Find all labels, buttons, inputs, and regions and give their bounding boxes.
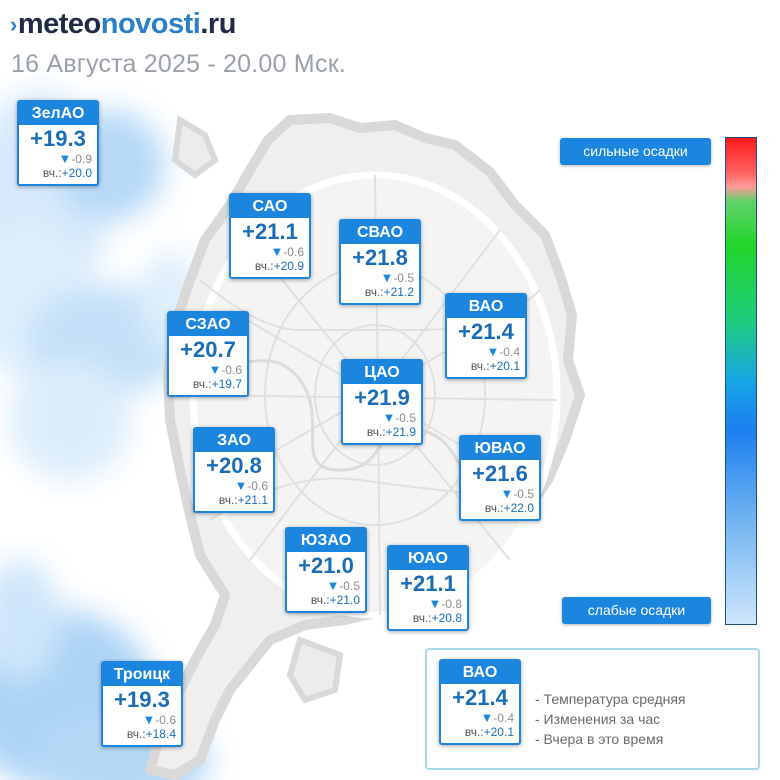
district-name: ЮЗАО: [287, 529, 365, 552]
district-temperature: +21.9: [354, 385, 410, 410]
district-name: ВАО: [447, 295, 525, 318]
triangle-down-icon: ▼: [500, 486, 514, 501]
logo-text-accent: novosti: [100, 7, 201, 40]
district-card-vao[interactable]: ВАО +21.4 ▼-0.4 вч.:+20.1: [445, 293, 527, 379]
triangle-down-icon: ▼: [480, 710, 494, 725]
site-logo[interactable]: › meteo novosti .ru: [10, 6, 236, 42]
district-card-yuzao[interactable]: ЮЗАО +21.0 ▼-0.5 вч.:+21.0: [285, 527, 367, 613]
district-name: СЗАО: [169, 313, 247, 336]
triangle-down-icon: ▼: [142, 712, 156, 727]
district-card-svao[interactable]: СВАО +21.8 ▼-0.5 вч.:+21.2: [339, 219, 421, 305]
district-temperature: +20.7: [180, 337, 236, 362]
district-yesterday: вч.:+22.0: [484, 501, 534, 515]
precip-scale-bottom-label: слабые осадки: [562, 597, 711, 624]
district-hourly-change: ▼-0.9: [58, 151, 92, 167]
triangle-down-icon: ▼: [208, 362, 222, 377]
triangle-down-icon: ▼: [382, 410, 396, 425]
precip-scale-top-label: сильные осадки: [560, 138, 711, 165]
district-card-sao[interactable]: САО +21.1 ▼-0.6 вч.:+20.9: [229, 193, 311, 279]
triangle-down-icon: ▼: [270, 244, 284, 259]
district-temperature: +21.8: [352, 245, 408, 270]
logo-text-prefix: meteo: [17, 7, 101, 40]
district-yesterday: вч.:+19.7: [192, 377, 242, 391]
district-hourly-change: ▼-0.4: [480, 710, 514, 726]
district-temperature: +21.1: [242, 219, 298, 244]
district-name: ЮАО: [389, 547, 467, 570]
district-yesterday: вч.:+20.1: [470, 359, 520, 373]
district-hourly-change: ▼-0.6: [142, 712, 176, 728]
precipitation-scale-bar: [725, 137, 757, 625]
district-yesterday: вч.:+20.8: [412, 611, 462, 625]
river: [194, 348, 521, 512]
district-name: ЗелАО: [19, 102, 97, 125]
legend-line-hourly-change: - Изменения за час: [535, 711, 661, 727]
district-card-zao[interactable]: ЗАО +20.8 ▼-0.6 вч.:+21.1: [193, 427, 275, 513]
district-temperature: +19.3: [30, 126, 86, 151]
legend-explanations: - Температура средняя - Изменения за час…: [535, 689, 686, 749]
district-name: Троицк: [103, 663, 181, 686]
district-temperature: +21.6: [472, 461, 528, 486]
district-card-yuvao[interactable]: ЮВАО +21.6 ▼-0.5 вч.:+22.0: [459, 435, 541, 521]
district-hourly-change: ▼-0.5: [382, 410, 416, 426]
district-temperature: +21.4: [458, 319, 514, 344]
triangle-down-icon: ▼: [234, 478, 248, 493]
district-yesterday: вч.:+20.0: [42, 166, 92, 180]
triangle-down-icon: ▼: [428, 596, 442, 611]
district-name: САО: [231, 195, 309, 218]
district-hourly-change: ▼-0.6: [234, 478, 268, 494]
district-hourly-change: ▼-0.5: [326, 578, 360, 594]
district-yesterday: вч.:+21.2: [364, 285, 414, 299]
legend-line-temperature: - Температура средняя: [535, 691, 686, 707]
district-hourly-change: ▼-0.6: [270, 244, 304, 260]
district-hourly-change: ▼-0.5: [500, 486, 534, 502]
district-temperature: +19.3: [114, 687, 170, 712]
legend-sample-card: ВАО +21.4 ▼-0.4 вч.:+20.1: [439, 659, 521, 745]
district-card-yuao[interactable]: ЮАО +21.1 ▼-0.8 вч.:+20.8: [387, 545, 469, 631]
district-yesterday: вч.:+21.9: [366, 425, 416, 439]
district-temperature: +21.1: [400, 571, 456, 596]
district-yesterday: вч.:+21.1: [218, 493, 268, 507]
district-card-zelao[interactable]: ЗелАО +19.3 ▼-0.9 вч.:+20.0: [17, 100, 99, 186]
district-yesterday: вч.:+20.9: [254, 259, 304, 273]
district-name: СВАО: [341, 221, 419, 244]
triangle-down-icon: ▼: [58, 151, 72, 166]
district-hourly-change: ▼-0.4: [486, 344, 520, 360]
district-yesterday: вч.:+18.4: [126, 727, 176, 741]
district-card-cao[interactable]: ЦАО +21.9 ▼-0.5 вч.:+21.9: [341, 359, 423, 445]
district-card-szao[interactable]: СЗАО +20.7 ▼-0.6 вч.:+19.7: [167, 311, 249, 397]
district-name: ЮВАО: [461, 437, 539, 460]
district-name: ВАО: [441, 661, 519, 684]
district-yesterday: вч.:+21.0: [310, 593, 360, 607]
forecast-timestamp: 16 Августа 2025 - 20.00 Мск.: [11, 50, 346, 78]
triangle-down-icon: ▼: [380, 270, 394, 285]
legend-line-yesterday: - Вчера в это время: [535, 731, 664, 747]
district-temperature: +21.0: [298, 553, 354, 578]
logo-mark-icon: ›: [10, 12, 17, 37]
triangle-down-icon: ▼: [326, 578, 340, 593]
district-card-troitsk[interactable]: Троицк +19.3 ▼-0.6 вч.:+18.4: [101, 661, 183, 747]
district-yesterday: вч.:+20.1: [464, 725, 514, 739]
district-hourly-change: ▼-0.6: [208, 362, 242, 378]
triangle-down-icon: ▼: [486, 344, 500, 359]
district-name: ЦАО: [343, 361, 421, 384]
logo-text-suffix: .ru: [200, 7, 236, 40]
district-name: ЗАО: [195, 429, 273, 452]
district-temperature: +21.4: [452, 685, 508, 710]
district-temperature: +20.8: [206, 453, 262, 478]
district-hourly-change: ▼-0.8: [428, 596, 462, 612]
district-hourly-change: ▼-0.5: [380, 270, 414, 286]
